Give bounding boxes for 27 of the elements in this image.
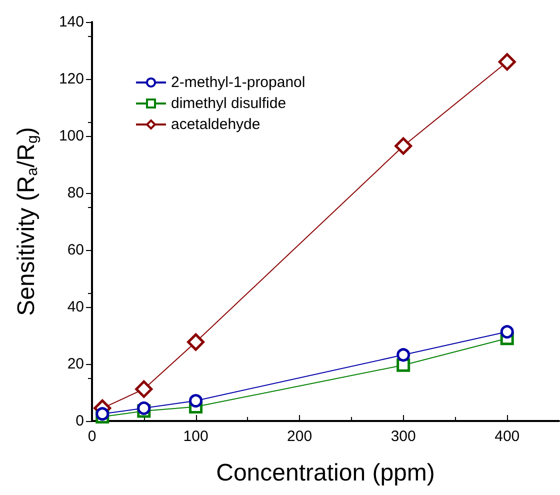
y-tick-label: 140: [58, 14, 84, 30]
legend-label: acetaldehyde: [171, 116, 260, 133]
x-axis-title: Concentration (ppm): [216, 460, 435, 486]
y-tick-label: 20: [67, 356, 84, 372]
point: [189, 394, 203, 408]
point: [135, 380, 153, 398]
point: [187, 333, 205, 351]
point: [498, 53, 516, 71]
y-tick-label: 60: [67, 242, 84, 258]
x-tick-label: 100: [183, 428, 208, 445]
point: [96, 407, 110, 421]
y-tick-label: 40: [67, 298, 84, 316]
y-axis-title: Sensitivity (Ra/Rg): [13, 127, 41, 316]
x-tick-label: 400: [494, 428, 520, 445]
y-tick-label: 80: [67, 184, 84, 202]
x-tick-label: 200: [287, 428, 312, 445]
point: [137, 401, 151, 415]
legend-label: 2-methyl-1-propanol: [171, 74, 306, 91]
point: [500, 325, 514, 339]
point: [394, 137, 412, 155]
y-tick-label: 100: [58, 128, 84, 144]
legend-label: dimethyl disulfide: [171, 95, 286, 112]
x-tick-label: 0: [88, 428, 96, 445]
y-tick-label: 120: [58, 70, 84, 88]
x-tick-label: 300: [390, 428, 416, 445]
y-tick-label: 0: [76, 412, 84, 430]
point: [396, 348, 410, 362]
